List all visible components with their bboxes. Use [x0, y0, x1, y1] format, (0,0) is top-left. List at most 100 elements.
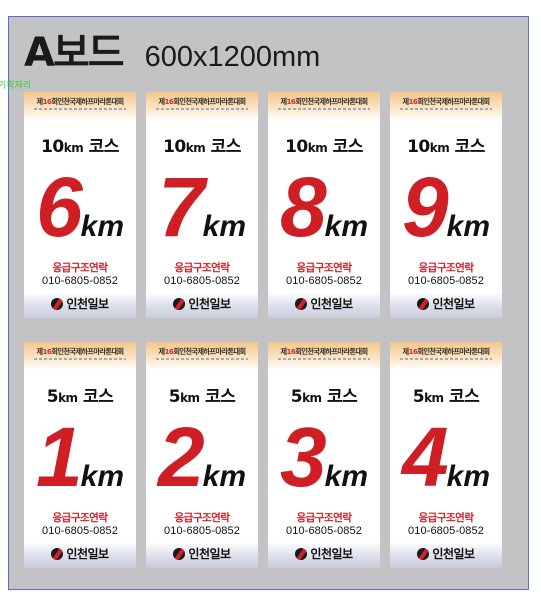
course-unit: km	[307, 141, 328, 155]
course-word: 코스	[204, 387, 236, 407]
course-unit: km	[302, 391, 322, 405]
emergency-label: 응급구조연락	[52, 262, 108, 274]
distance-unit: km	[446, 460, 491, 493]
distance-sign-card: 제16회인천국제하프마라톤대회 5km 코스 4km 응급구조연락 010-68…	[390, 342, 502, 568]
course-number: 5	[412, 387, 425, 407]
course-number: 5	[46, 387, 59, 407]
distance-sign-card: 제16회인천국제하프마라톤대회 10km 코스 9km 응급구조연락 010-6…	[390, 92, 502, 318]
course-number: 5	[290, 387, 303, 407]
sponsor-name: 인천일보	[432, 297, 475, 311]
sponsor-logo: 인천일보	[390, 295, 502, 312]
course-label: 5km 코스	[268, 382, 380, 407]
emergency-label: 응급구조연락	[174, 262, 230, 274]
distance-sign-card: 제16회인천국제하프마라톤대회 10km 코스 6km 응급구조연락 010-6…	[24, 92, 136, 318]
distance-unit: km	[324, 210, 369, 243]
course-number: 10	[407, 137, 430, 157]
distance-sign-card: 제16회인천국제하프마라톤대회 5km 코스 1km 응급구조연락 010-68…	[24, 342, 136, 568]
card-footer-band	[390, 542, 502, 568]
distance-sign-card: 제16회인천국제하프마라톤대회 10km 코스 8km 응급구조연락 010-6…	[268, 92, 380, 318]
distance-marker: 6km	[24, 162, 136, 252]
sponsor-emblem-icon	[51, 297, 64, 310]
emergency-label: 응급구조연락	[52, 512, 108, 524]
card-header-band	[146, 92, 258, 120]
distance-unit: km	[80, 460, 125, 493]
sponsor-logo: 인천일보	[24, 545, 136, 562]
event-title: 제16회인천국제하프마라톤대회	[402, 97, 491, 106]
course-unit: km	[185, 141, 206, 155]
distance-marker: 1km	[24, 412, 136, 502]
distance-number: 7	[157, 160, 205, 254]
board-heading: A보드 600x1200mm	[24, 20, 320, 78]
emergency-phone: 010-6805-0852	[42, 275, 118, 287]
card-header-band	[268, 342, 380, 370]
event-subtitle-strip	[34, 108, 126, 110]
distance-number: 1	[35, 410, 83, 504]
event-title: 제16회인천국제하프마라톤대회	[36, 347, 125, 356]
event-title: 제16회인천국제하프마라톤대회	[158, 347, 247, 356]
course-word: 코스	[326, 387, 358, 407]
course-label: 5km 코스	[390, 382, 502, 407]
emergency-phone: 010-6805-0852	[286, 275, 362, 287]
sponsor-emblem-icon	[295, 297, 308, 310]
course-number: 10	[41, 137, 64, 157]
board-size: 600x1200mm	[144, 41, 321, 73]
distance-marker: 7km	[146, 162, 258, 252]
course-unit: km	[63, 141, 84, 155]
course-unit: km	[180, 391, 200, 405]
card-header-band	[146, 342, 258, 370]
distance-marker: 9km	[390, 162, 502, 252]
sponsor-logo: 인천일보	[268, 295, 380, 312]
course-word: 코스	[448, 387, 480, 407]
emergency-label: 응급구조연락	[174, 512, 230, 524]
course-word: 코스	[210, 137, 242, 157]
card-header-band	[24, 92, 136, 120]
sponsor-logo: 인천일보	[268, 545, 380, 562]
card-footer-band	[390, 292, 502, 318]
sponsor-logo: 인천일보	[24, 295, 136, 312]
distance-sign-card: 제16회인천국제하프마라톤대회 5km 코스 3km 응급구조연락 010-68…	[268, 342, 380, 568]
sponsor-logo: 인천일보	[146, 295, 258, 312]
emergency-label: 응급구조연락	[418, 262, 474, 274]
distance-marker: 3km	[268, 412, 380, 502]
emergency-phone: 010-6805-0852	[408, 275, 484, 287]
sponsor-emblem-icon	[173, 547, 186, 560]
course-unit: km	[429, 141, 450, 155]
sponsor-name: 인천일보	[432, 547, 475, 561]
event-subtitle-strip	[278, 358, 370, 360]
sponsor-emblem-icon	[417, 547, 430, 560]
event-subtitle-strip	[34, 358, 126, 360]
distance-unit: km	[80, 210, 125, 243]
event-subtitle-strip	[156, 108, 248, 110]
event-title: 제16회인천국제하프마라톤대회	[280, 347, 369, 356]
emergency-phone: 010-6805-0852	[164, 525, 240, 537]
distance-number: 2	[157, 410, 205, 504]
distance-sign-card: 제16회인천국제하프마라톤대회 10km 코스 7km 응급구조연락 010-6…	[146, 92, 258, 318]
sponsor-emblem-icon	[173, 297, 186, 310]
emergency-label: 응급구조연락	[418, 512, 474, 524]
sponsor-name: 인천일보	[188, 297, 231, 311]
distance-unit: km	[202, 460, 247, 493]
card-header-band	[24, 342, 136, 370]
course-number: 10	[285, 137, 308, 157]
course-label: 5km 코스	[146, 382, 258, 407]
sponsor-emblem-icon	[295, 547, 308, 560]
distance-number: 3	[279, 410, 327, 504]
distance-number: 9	[401, 160, 449, 254]
board-name: A보드	[24, 30, 125, 76]
emergency-phone: 010-6805-0852	[42, 525, 118, 537]
sponsor-name: 인천일보	[310, 297, 353, 311]
card-header-band	[268, 92, 380, 120]
event-title: 제16회인천국제하프마라톤대회	[36, 97, 125, 106]
course-label: 10km 코스	[146, 132, 258, 157]
course-word: 코스	[88, 137, 120, 157]
emergency-label: 응급구조연락	[296, 512, 352, 524]
event-title: 제16회인천국제하프마라톤대회	[280, 97, 369, 106]
event-subtitle-strip	[156, 358, 248, 360]
distance-number: 4	[401, 410, 449, 504]
course-word: 코스	[454, 137, 486, 157]
emergency-label: 응급구조연락	[296, 262, 352, 274]
course-unit: km	[58, 391, 78, 405]
distance-unit: km	[202, 210, 247, 243]
event-title: 제16회인천국제하프마라톤대회	[402, 347, 491, 356]
course-label: 10km 코스	[24, 132, 136, 157]
